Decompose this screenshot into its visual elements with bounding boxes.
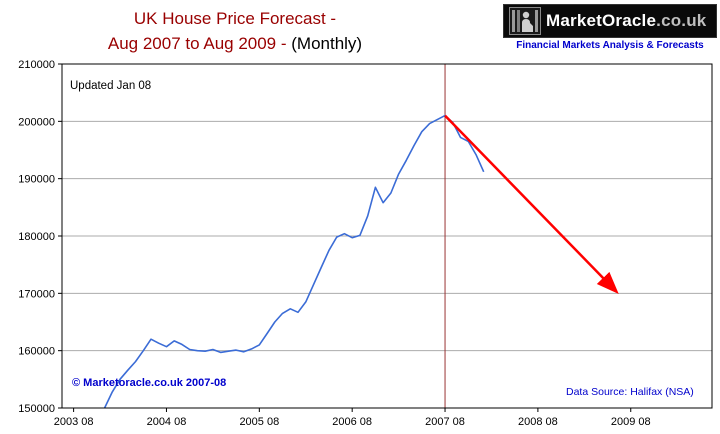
chart-title: UK House Price Forecast - Aug 2007 to Au… bbox=[18, 6, 452, 56]
y-axis-label: 200000 bbox=[18, 116, 55, 128]
chart-title-line1: UK House Price Forecast - bbox=[133, 9, 337, 28]
x-axis-label: 2003 08 bbox=[54, 416, 94, 428]
logo-text: MarketOracle.co.uk bbox=[546, 11, 706, 31]
y-axis-label: 170000 bbox=[18, 288, 55, 300]
logo-main: MarketOracle bbox=[546, 11, 657, 30]
updated-annotation: Updated Jan 08 bbox=[70, 80, 152, 92]
oracle-statue-icon bbox=[509, 7, 541, 35]
logo-tagline: Financial Markets Analysis & Forecasts bbox=[516, 40, 704, 51]
chart-title-daterange: Aug 2007 to Aug 2009 - bbox=[107, 34, 292, 53]
y-axis-label: 150000 bbox=[18, 403, 55, 415]
marketoracle-logo: MarketOracle.co.uk bbox=[503, 4, 717, 38]
y-axis-label: 160000 bbox=[18, 346, 55, 358]
x-axis-label: 2004 08 bbox=[147, 416, 187, 428]
data-source-annotation: Data Source: Halifax (NSA) bbox=[566, 386, 694, 398]
chart-title-line2: Aug 2007 to Aug 2009 - (Monthly) bbox=[18, 31, 452, 56]
logo-suffix: .co.uk bbox=[656, 11, 707, 30]
y-axis-label: 190000 bbox=[18, 174, 55, 186]
forecast-arrow bbox=[444, 114, 619, 295]
y-axis-label: 210000 bbox=[18, 59, 55, 71]
house-price-chart: 150000 160000 170000 180000 190000 200000 2100… bbox=[18, 59, 713, 428]
price-line bbox=[103, 114, 485, 409]
x-axis-label: 2008 08 bbox=[518, 416, 558, 428]
y-axis-label: 180000 bbox=[18, 231, 55, 243]
x-axis-label: 2007 08 bbox=[425, 416, 465, 428]
x-axis-label: 2009 08 bbox=[611, 416, 651, 428]
x-axis-label: 2005 08 bbox=[239, 416, 279, 428]
chart-title-monthly: (Monthly) bbox=[291, 34, 363, 53]
x-axis-label: 2006 08 bbox=[332, 416, 372, 428]
copyright-annotation: © Marketoracle.co.uk 2007-08 bbox=[72, 377, 227, 389]
